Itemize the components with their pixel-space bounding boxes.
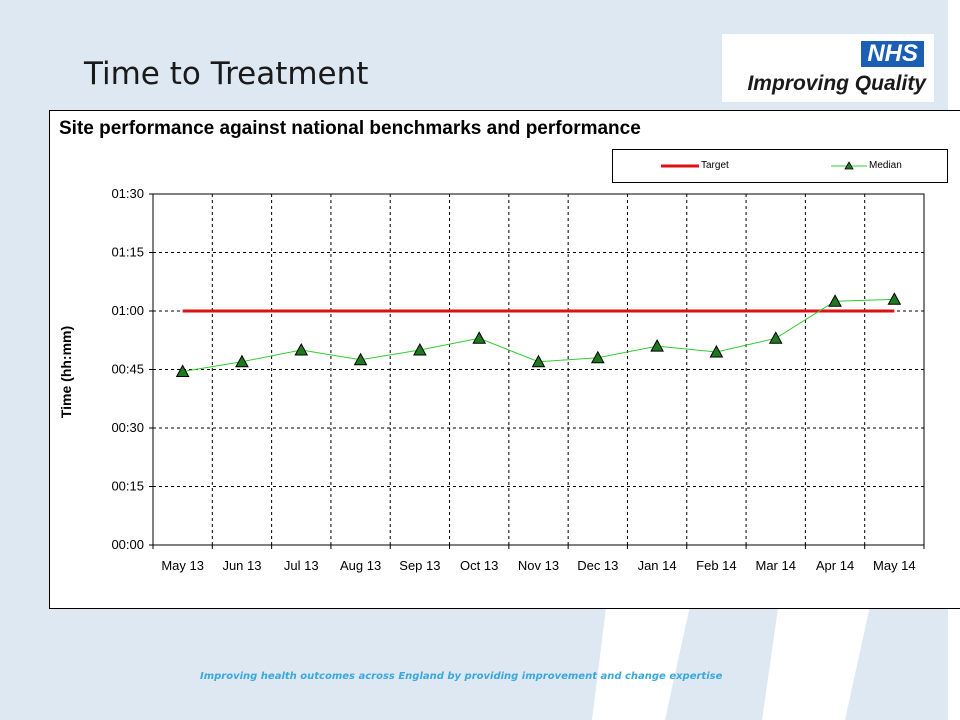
x-tick-label: Mar 14 <box>755 558 795 573</box>
x-tick-label: Jun 13 <box>222 558 261 573</box>
x-tick-label: Jan 14 <box>638 558 677 573</box>
median-point <box>353 352 368 366</box>
nhs-badge: NHS <box>861 41 924 67</box>
nhs-logo: NHS Improving Quality <box>722 34 934 102</box>
median-point <box>472 331 487 344</box>
median-point <box>235 354 249 368</box>
median-point <box>828 294 842 307</box>
slide-title: Time to Treatment <box>84 56 369 92</box>
y-tick-label: 00:45 <box>111 362 144 377</box>
x-tick-labels: May 13 Jun 13 Jul 13 Aug 13 Sep 13 Oct 13 Nov … <box>161 558 915 573</box>
median-point <box>294 342 309 356</box>
series <box>175 292 902 377</box>
median-point <box>768 331 783 344</box>
x-tick-label: Apr 14 <box>816 558 854 573</box>
y-tick-label: 01:00 <box>111 303 144 318</box>
y-tick-label: 01:30 <box>111 186 144 201</box>
y-tick-label: 00:15 <box>111 479 144 494</box>
y-tick-labels: 00:00 00:15 00:30 00:45 01:00 01:15 01:30 <box>111 186 144 552</box>
axes <box>149 193 925 549</box>
x-tick-label: Dec 13 <box>577 558 618 573</box>
y-axis-label: Time (hh:mm) <box>58 326 74 418</box>
legend-median-marker <box>844 161 854 170</box>
footer-tagline: Improving health outcomes across England… <box>200 671 723 682</box>
chart-title: Site performance against national benchm… <box>59 118 641 139</box>
median-point <box>709 344 724 358</box>
legend-label-median: Median <box>869 160 902 171</box>
x-tick-label: May 13 <box>161 558 204 573</box>
legend-label-target: Target <box>701 160 729 171</box>
y-tick-label: 00:30 <box>111 420 144 435</box>
median-point <box>650 339 664 352</box>
chart-frame <box>49 110 960 609</box>
y-tick-label: 01:15 <box>111 245 144 260</box>
chart-legend: Target Median <box>612 149 948 183</box>
median-point <box>887 292 902 305</box>
median-point <box>531 354 546 368</box>
y-tick-label: 00:00 <box>111 537 144 552</box>
x-tick-label: May 14 <box>873 558 916 573</box>
logo-tagline: Improving Quality <box>747 72 926 95</box>
grid-lines <box>153 193 924 545</box>
x-tick-label: Jul 13 <box>284 558 319 573</box>
x-tick-label: Nov 13 <box>518 558 559 573</box>
median-point <box>175 364 190 377</box>
x-tick-label: Oct 13 <box>460 558 498 573</box>
x-tick-label: Sep 13 <box>399 558 440 573</box>
median-point <box>413 342 427 356</box>
x-tick-label: Aug 13 <box>340 558 381 573</box>
plot-area-border <box>152 193 925 546</box>
median-point <box>590 350 605 364</box>
x-tick-label: Feb 14 <box>696 558 736 573</box>
